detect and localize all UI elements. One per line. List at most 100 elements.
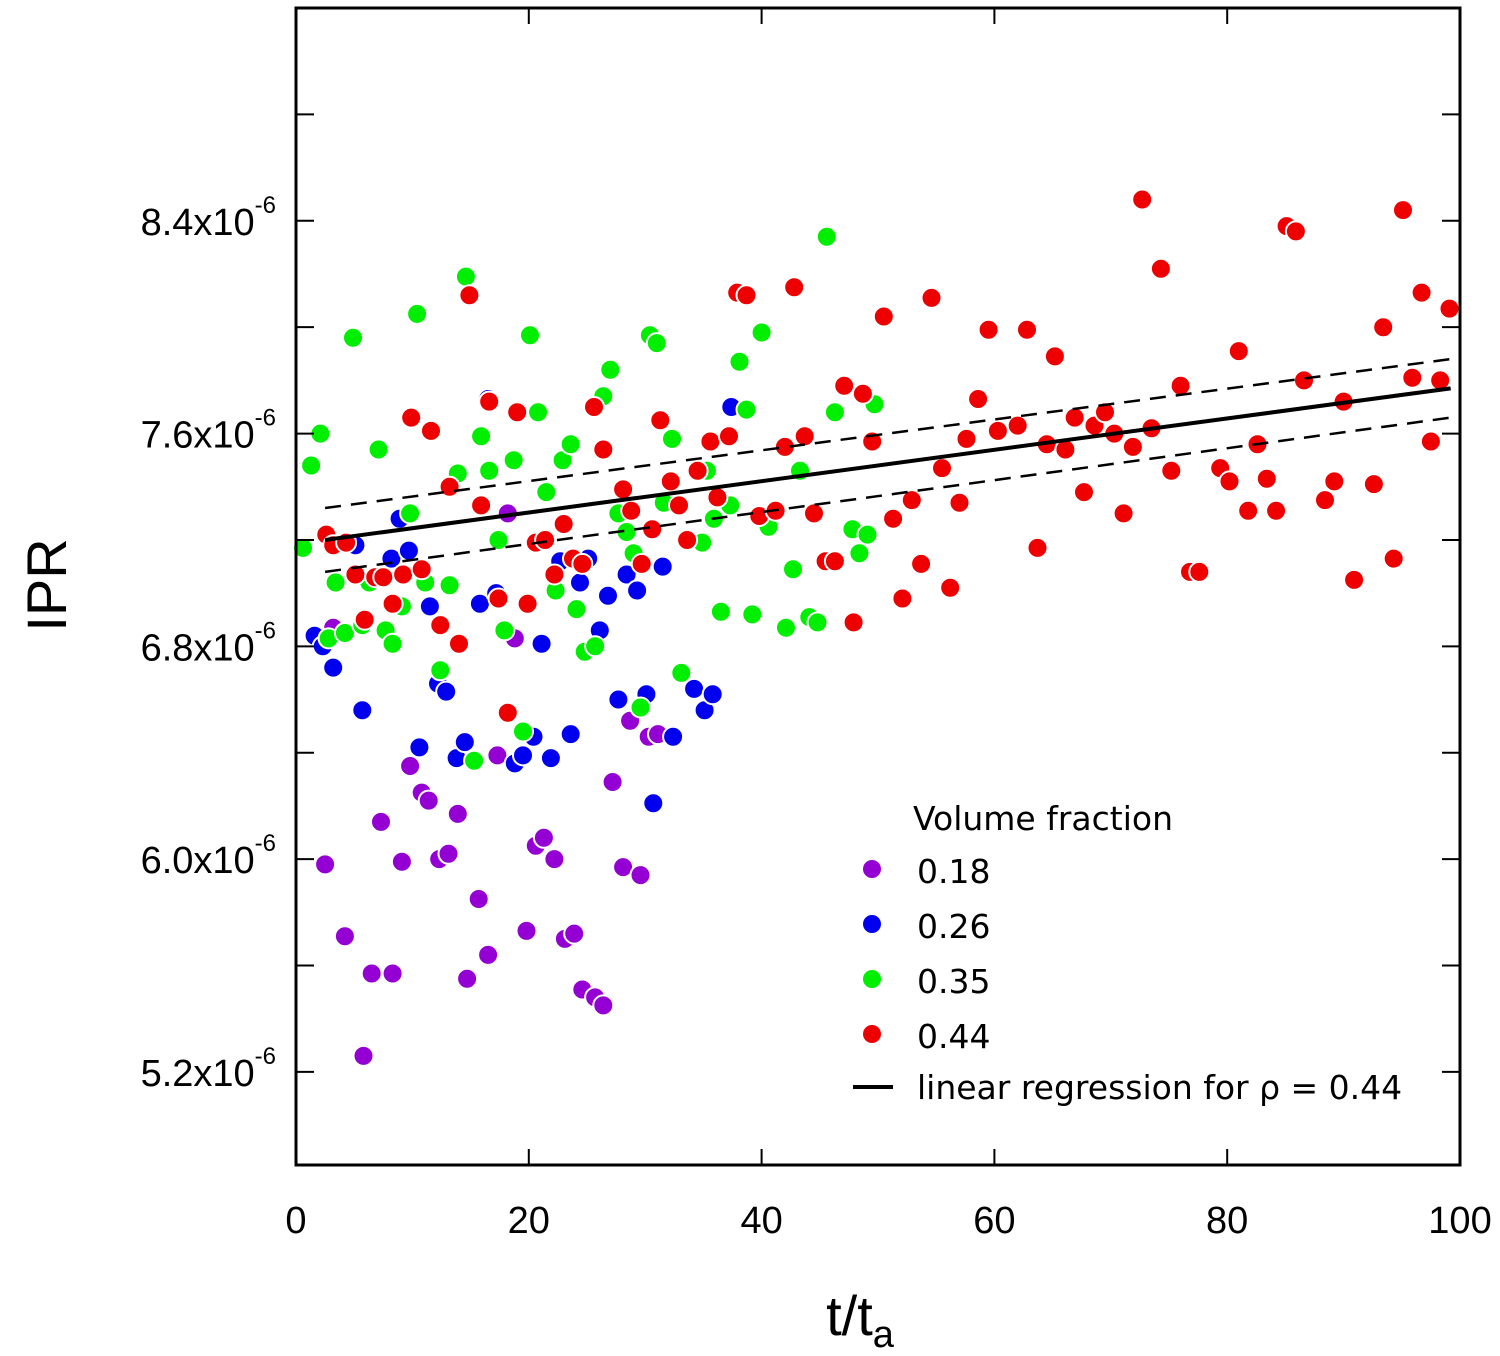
point-series-0.44-73 bbox=[1043, 345, 1066, 368]
point-series-0.44-28 bbox=[583, 396, 605, 418]
point-series-0.18-22 bbox=[532, 826, 555, 849]
point-series-0.18-4 bbox=[360, 962, 383, 985]
point-series-0.44-13 bbox=[438, 475, 461, 498]
point-series-0.44-47 bbox=[783, 276, 806, 299]
point-series-0.35-43 bbox=[645, 332, 668, 355]
point-series-0.44-95 bbox=[1265, 499, 1288, 522]
point-series-0.44-19 bbox=[496, 701, 519, 724]
point-series-0.44-71 bbox=[1026, 536, 1049, 559]
point-series-0.35-29 bbox=[535, 481, 558, 504]
point-series-0.44-29 bbox=[592, 438, 615, 461]
point-series-0.44-107 bbox=[1401, 366, 1424, 389]
point-series-0.35-33 bbox=[565, 598, 588, 621]
point-series-0.44-97 bbox=[1284, 220, 1307, 243]
point-series-0.18-20 bbox=[515, 919, 538, 942]
x-tick-label-4: 80 bbox=[1206, 1200, 1248, 1242]
point-series-0.26-37 bbox=[701, 683, 724, 706]
point-series-0.18-3 bbox=[352, 1044, 375, 1067]
point-series-0.44-67 bbox=[977, 318, 1000, 341]
point-series-0.44-31 bbox=[620, 499, 643, 522]
point-series-0.18-15 bbox=[467, 888, 490, 910]
point-series-0.35-37 bbox=[599, 358, 622, 381]
point-series-0.44-69 bbox=[1006, 414, 1029, 437]
point-series-0.44-6 bbox=[372, 566, 395, 589]
point-series-0.44-76 bbox=[1073, 481, 1095, 504]
point-series-0.44-30 bbox=[612, 478, 635, 501]
point-series-0.44-111 bbox=[1438, 297, 1461, 320]
point-series-0.35-63 bbox=[823, 401, 846, 424]
point-series-0.35-41 bbox=[629, 696, 652, 719]
point-series-0.44-68 bbox=[986, 419, 1009, 442]
point-series-0.35-45 bbox=[661, 427, 683, 450]
x-axis-title: t/ta bbox=[826, 1284, 895, 1356]
legend-label-regression: linear regression for ρ = 0.44 bbox=[917, 1068, 1402, 1107]
point-series-0.35-52 bbox=[728, 350, 751, 373]
point-series-0.44-14 bbox=[448, 632, 470, 655]
point-series-0.26-33 bbox=[651, 555, 674, 578]
point-series-0.26-29 bbox=[615, 563, 638, 586]
point-series-0.26-24 bbox=[569, 571, 591, 594]
point-series-0.18-8 bbox=[399, 755, 422, 777]
point-series-0.44-7 bbox=[381, 592, 404, 615]
point-series-0.35-19 bbox=[454, 265, 477, 288]
point-series-0.44-100 bbox=[1323, 470, 1346, 493]
x-tick-label-0: 0 bbox=[285, 1200, 306, 1242]
point-series-0.44-84 bbox=[1149, 257, 1172, 280]
point-series-0.44-43 bbox=[735, 284, 758, 307]
point-series-0.35-14 bbox=[406, 302, 429, 325]
point-series-0.44-56 bbox=[872, 305, 895, 328]
point-series-0.18-0 bbox=[314, 853, 337, 876]
y-tick-label-2: 6.8x10-6 bbox=[141, 617, 276, 669]
point-series-0.44-109 bbox=[1419, 430, 1442, 453]
legend-label-0.26: 0.26 bbox=[917, 907, 990, 946]
point-series-0.26-2 bbox=[322, 656, 345, 679]
point-series-0.44-103 bbox=[1362, 473, 1385, 496]
point-series-0.35-24 bbox=[493, 619, 516, 642]
legend-label-0.35: 0.35 bbox=[917, 962, 990, 1001]
point-series-0.44-16 bbox=[470, 494, 493, 517]
x-tick-label-3: 60 bbox=[973, 1200, 1015, 1242]
point-series-0.35-22 bbox=[478, 459, 501, 482]
legend-label-0.18: 0.18 bbox=[917, 852, 990, 891]
x-tick-label-2: 40 bbox=[740, 1200, 782, 1242]
y-axis-title: IPR bbox=[15, 538, 78, 631]
point-series-0.26-23 bbox=[559, 723, 582, 746]
point-series-0.44-70 bbox=[1016, 318, 1038, 341]
point-series-0.44-54 bbox=[851, 382, 874, 405]
x-axis-title-main: t/t bbox=[826, 1284, 873, 1347]
y-tick-label-0: 5.2x10-6 bbox=[141, 1043, 276, 1095]
point-series-0.44-20 bbox=[506, 401, 529, 424]
point-series-0.26-28 bbox=[607, 688, 630, 711]
legend-marker-0.44 bbox=[861, 1023, 883, 1045]
point-series-0.26-18 bbox=[512, 744, 534, 767]
point-series-0.35-0 bbox=[292, 536, 314, 559]
point-series-0.35-17 bbox=[438, 574, 461, 597]
point-series-0.44-105 bbox=[1382, 547, 1405, 570]
point-series-0.44-63 bbox=[939, 576, 962, 599]
point-series-0.44-106 bbox=[1392, 199, 1414, 222]
point-series-0.18-6 bbox=[381, 962, 404, 985]
point-series-0.35-62 bbox=[815, 225, 838, 248]
point-series-0.44-75 bbox=[1063, 406, 1086, 429]
point-series-0.26-30 bbox=[626, 579, 649, 602]
point-series-0.35-66 bbox=[856, 523, 879, 546]
legend-marker-0.26 bbox=[861, 913, 883, 935]
point-series-0.35-57 bbox=[775, 616, 797, 639]
legend-marker-0.18 bbox=[861, 858, 883, 880]
point-series-0.44-61 bbox=[920, 286, 943, 309]
point-series-0.44-82 bbox=[1131, 188, 1154, 211]
regression-line bbox=[324, 386, 1451, 542]
point-series-0.18-14 bbox=[456, 967, 479, 990]
point-series-0.26-11 bbox=[435, 680, 458, 703]
point-series-0.18-23 bbox=[543, 848, 566, 871]
point-series-0.44-12 bbox=[429, 614, 452, 637]
point-series-0.44-21 bbox=[516, 592, 539, 615]
x-tick-label-5: 100 bbox=[1428, 1200, 1491, 1242]
point-series-0.35-16 bbox=[429, 659, 452, 682]
y-tick-label-1: 6.0x10-6 bbox=[141, 830, 276, 882]
point-series-0.44-53 bbox=[842, 611, 865, 634]
point-series-0.44-59 bbox=[900, 489, 923, 512]
point-series-0.44-81 bbox=[1121, 435, 1144, 458]
point-series-0.26-9 bbox=[418, 595, 441, 618]
legend: Volume fraction 0.18 0.26 0.35 0.44 linear r… bbox=[853, 799, 1402, 1107]
